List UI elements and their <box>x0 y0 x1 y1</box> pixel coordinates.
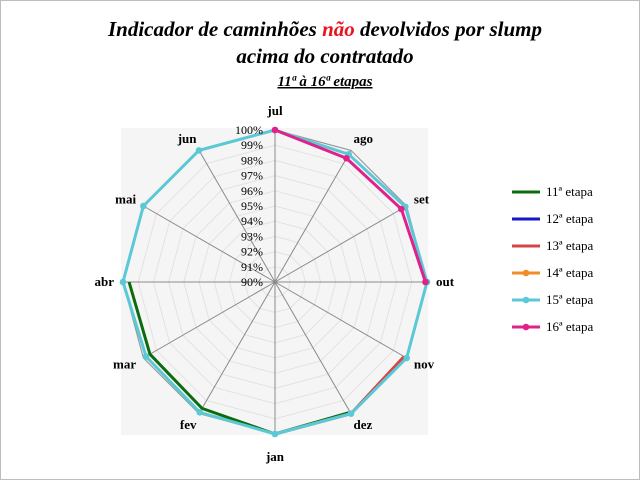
r-tick-label: 92% <box>241 245 263 259</box>
axis-spoke <box>274 281 352 414</box>
r-tick-label: 94% <box>241 214 263 228</box>
category-label-mar: mar <box>113 357 136 372</box>
series-point <box>403 354 410 362</box>
r-tick-label: 93% <box>241 229 263 243</box>
legend: 11ª etapa 12ª etapa 13ª etapa 14ª etapa 15ª … <box>512 184 593 334</box>
category-label-jun: jun <box>177 131 198 146</box>
legend-label: 13ª etapa <box>546 238 593 253</box>
chart-title-part-1: Indicador de caminhões <box>107 17 322 41</box>
radar-series <box>119 126 431 438</box>
axis-spoke <box>198 150 276 283</box>
r-tick-label: 99% <box>241 138 263 152</box>
category-label-dez: dez <box>354 417 373 432</box>
series-point <box>271 126 279 134</box>
legend-label: 15ª etapa <box>546 292 593 307</box>
chart-title-line-2: acima do contratado <box>236 44 413 68</box>
series-point <box>196 409 204 416</box>
legend-label: 11ª etapa <box>546 184 593 199</box>
series-16 <box>271 126 429 286</box>
legend-item: 15ª etapa <box>512 292 593 307</box>
series-point <box>271 430 279 438</box>
category-label-jan: jan <box>265 449 285 464</box>
series-point <box>398 205 405 213</box>
legend-item: 16ª etapa <box>512 319 593 334</box>
series-point <box>343 154 350 162</box>
category-label-fev: fev <box>180 417 197 432</box>
r-tick-label: 100% <box>235 123 263 137</box>
legend-label: 16ª etapa <box>546 319 593 334</box>
axis-spoke <box>143 205 276 283</box>
legend-item: 13ª etapa <box>512 238 593 253</box>
radar-labels: 100%99%98% 97%96%95%94%93% 92%91%90% jul ago… <box>95 103 455 464</box>
axis-spoke <box>274 281 407 359</box>
category-label-set: set <box>414 192 430 207</box>
category-label-ago: ago <box>354 131 374 146</box>
chart-title-part-3: devolvidos por slump <box>355 17 542 41</box>
r-tick-label: 95% <box>241 199 263 213</box>
axis-spoke <box>274 150 352 283</box>
series-point <box>195 147 203 154</box>
r-tick-label: 90% <box>241 275 263 289</box>
series-point <box>119 278 127 286</box>
legend-item: 14ª etapa <box>512 265 593 280</box>
category-label-jul: jul <box>266 103 283 118</box>
category-label-abr: abr <box>95 274 115 289</box>
legend-label: 12ª etapa <box>546 211 593 226</box>
r-tick-label: 91% <box>241 260 263 274</box>
chart-title-line-1: Indicador de caminhões não devolvidos po… <box>107 17 542 41</box>
legend-item: 12ª etapa <box>512 211 593 226</box>
series-line <box>274 128 427 283</box>
category-label-nov: nov <box>414 357 435 372</box>
r-tick-label: 97% <box>241 169 263 183</box>
chart-title-emphasis: não <box>322 17 355 41</box>
legend-swatch-marker <box>522 323 530 331</box>
category-label-mai: mai <box>115 192 136 207</box>
legend-item: 11ª etapa <box>512 184 593 199</box>
chart-subtitle: 11ª à 16ª etapas <box>277 74 372 90</box>
axis-spoke <box>274 205 407 283</box>
series-point <box>140 202 147 210</box>
series-point <box>422 278 429 286</box>
r-tick-label: 96% <box>241 184 263 198</box>
series-point <box>142 353 150 360</box>
legend-swatch-marker <box>522 296 530 304</box>
axis-spoke <box>143 281 276 359</box>
series-point <box>347 410 355 417</box>
axis-spoke <box>198 281 276 414</box>
legend-swatch-marker <box>522 269 530 277</box>
category-label-out: out <box>436 274 455 289</box>
r-tick-label: 98% <box>241 153 263 167</box>
legend-label: 14ª etapa <box>546 265 593 280</box>
